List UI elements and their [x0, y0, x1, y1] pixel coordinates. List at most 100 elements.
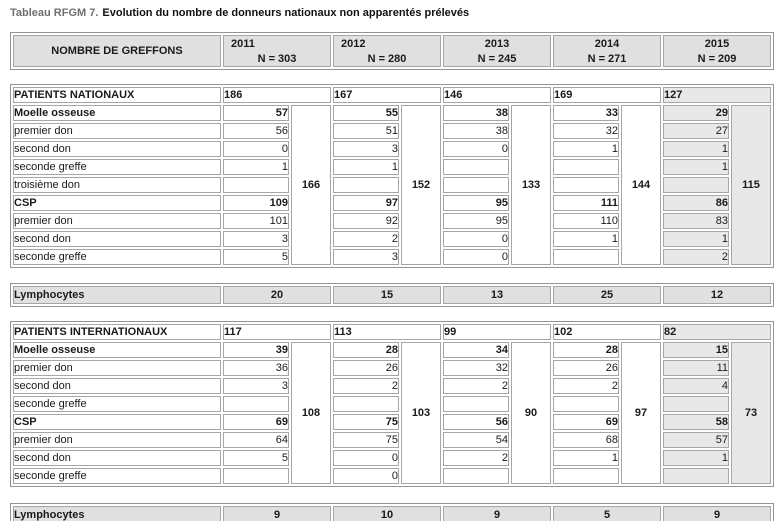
- value-cell: 38: [443, 123, 509, 139]
- n-label: N = 245: [477, 52, 517, 65]
- lymphocytes-value-cell: 9: [443, 506, 551, 521]
- value-cell: 97: [333, 195, 399, 211]
- value-cell: 55: [333, 105, 399, 121]
- merged-total-cell: 90: [511, 342, 551, 484]
- value-cell: 0: [333, 468, 399, 484]
- table-row: seconde greffe 5 3 0 2: [13, 249, 771, 265]
- row-label: seconde greffe: [13, 396, 221, 412]
- value-cell: 32: [553, 123, 619, 139]
- value-cell: 33: [553, 105, 619, 121]
- value-cell: 92: [333, 213, 399, 229]
- section-label: PATIENTS INTERNATIONAUX: [13, 324, 221, 340]
- value-cell: 39: [223, 342, 289, 358]
- table-row: CSP 69 75 56 69 58: [13, 414, 771, 430]
- value-cell: [553, 177, 619, 193]
- value-cell: 1: [553, 450, 619, 466]
- section-total-cell: 127: [663, 87, 771, 103]
- row-label: premier don: [13, 123, 221, 139]
- table-row: premier don 56 51 38 32 27: [13, 123, 771, 139]
- value-cell: 83: [663, 213, 729, 229]
- row-label: second don: [13, 378, 221, 394]
- row-label: Lymphocytes: [13, 506, 221, 521]
- table-row: seconde greffe: [13, 396, 771, 412]
- lymphocytes-value-cell: 12: [663, 286, 771, 304]
- value-cell: 1: [663, 450, 729, 466]
- row-label: second don: [13, 450, 221, 466]
- section-total-cell: 167: [333, 87, 441, 103]
- value-cell: 2: [333, 378, 399, 394]
- table-header-label: NOMBRE DE GREFFONS: [13, 35, 221, 67]
- value-cell: [443, 177, 509, 193]
- row-label: Lymphocytes: [13, 286, 221, 304]
- year-header-2014: 2014 N = 271: [553, 35, 661, 67]
- merged-total-cell: 108: [291, 342, 331, 484]
- year-label: 2012: [341, 37, 366, 50]
- value-cell: [553, 468, 619, 484]
- merged-total-cell: 152: [401, 105, 441, 265]
- row-label: second don: [13, 231, 221, 247]
- year-header-2015: 2015 N = 209: [663, 35, 771, 67]
- value-cell: 1: [223, 159, 289, 175]
- lymphocytes-value-cell: 10: [333, 506, 441, 521]
- value-cell: 32: [443, 360, 509, 376]
- value-cell: [223, 177, 289, 193]
- national-lymphocytes-table: Lymphocytes 20 15 13 25 12: [10, 283, 774, 307]
- row-label: seconde greffe: [13, 249, 221, 265]
- value-cell: 58: [663, 414, 729, 430]
- value-cell: 34: [443, 342, 509, 358]
- section-total-cell: 186: [223, 87, 331, 103]
- value-cell: [553, 159, 619, 175]
- header-table: NOMBRE DE GREFFONS 2011 N = 303 2012 N =…: [10, 32, 774, 70]
- table-row: seconde greffe 0: [13, 468, 771, 484]
- n-label: N = 303: [257, 52, 297, 65]
- value-cell: 69: [553, 414, 619, 430]
- value-cell: 2: [443, 450, 509, 466]
- n-label: N = 209: [697, 52, 737, 65]
- lymphocytes-value-cell: 15: [333, 286, 441, 304]
- row-label: premier don: [13, 360, 221, 376]
- value-cell: 28: [333, 342, 399, 358]
- value-cell: 69: [223, 414, 289, 430]
- merged-total-cell: 166: [291, 105, 331, 265]
- section-total-cell: 117: [223, 324, 331, 340]
- value-cell: 0: [443, 231, 509, 247]
- value-cell: [553, 249, 619, 265]
- section-total-cell: 113: [333, 324, 441, 340]
- value-cell: [333, 396, 399, 412]
- lymphocytes-value-cell: 25: [553, 286, 661, 304]
- value-cell: 95: [443, 213, 509, 229]
- value-cell: 0: [333, 450, 399, 466]
- year-header-2011: 2011 N = 303: [223, 35, 331, 67]
- table-row: Lymphocytes 20 15 13 25 12: [13, 286, 771, 304]
- table-title-prefix: Tableau RFGM 7.: [10, 7, 99, 19]
- value-cell: 29: [663, 105, 729, 121]
- row-label: CSP: [13, 195, 221, 211]
- value-cell: [663, 468, 729, 484]
- value-cell: 3: [333, 249, 399, 265]
- value-cell: 4: [663, 378, 729, 394]
- value-cell: [223, 468, 289, 484]
- value-cell: 27: [663, 123, 729, 139]
- value-cell: [443, 159, 509, 175]
- section-total-cell: 82: [663, 324, 771, 340]
- n-label: N = 280: [367, 52, 407, 65]
- value-cell: 56: [443, 414, 509, 430]
- value-cell: 1: [553, 141, 619, 157]
- section-total-cell: 102: [553, 324, 661, 340]
- year-label: 2015: [704, 37, 730, 50]
- value-cell: 51: [333, 123, 399, 139]
- value-cell: 95: [443, 195, 509, 211]
- table-row: CSP 109 97 95 111 86: [13, 195, 771, 211]
- value-cell: 1: [663, 159, 729, 175]
- national-table: PATIENTS NATIONAUX 186 167 146 169 127 M…: [10, 84, 774, 268]
- value-cell: 11: [663, 360, 729, 376]
- section-label: PATIENTS NATIONAUX: [13, 87, 221, 103]
- year-label: 2011: [231, 37, 255, 50]
- table-row: Lymphocytes 9 10 9 5 9: [13, 506, 771, 521]
- section-total-cell: 146: [443, 87, 551, 103]
- table-row: premier don 101 92 95 110 83: [13, 213, 771, 229]
- merged-total-cell: 97: [621, 342, 661, 484]
- value-cell: 1: [663, 141, 729, 157]
- value-cell: 36: [223, 360, 289, 376]
